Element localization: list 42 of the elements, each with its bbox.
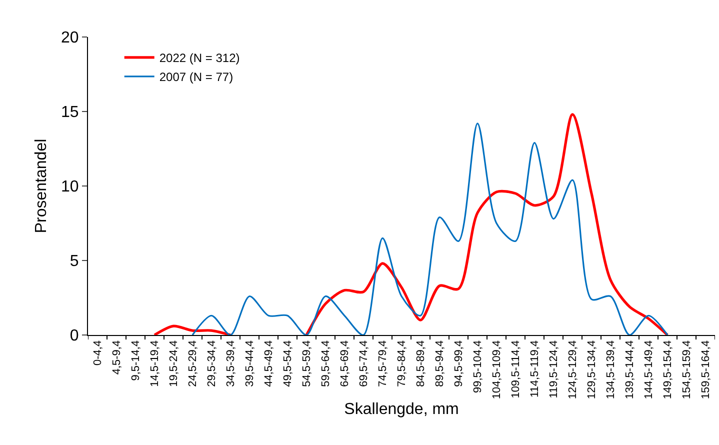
x-tick-label: 54,5-59,4 (301, 340, 314, 387)
x-tick-label: 14,5-19,4 (149, 340, 162, 387)
x-tick-label: 84,5-89,4 (415, 340, 428, 387)
x-tick-label: 0-4,4 (92, 340, 104, 366)
x-tick-label: 24,5-29,4 (187, 340, 200, 387)
x-tick-label: 74,5-79,4 (377, 340, 390, 387)
x-tick-label: 4,5-9,4 (111, 340, 124, 375)
x-tick-label: 44,5-49,4 (263, 340, 276, 387)
x-tick-label: 134,5-139,4 (605, 340, 618, 400)
x-tick-label: 34,5-39,4 (225, 340, 238, 387)
x-tick-label: 159,5-164,4 (700, 340, 712, 400)
x-tick-label: 144,5-149,4 (643, 340, 656, 400)
x-tick-label: 29,5-34,4 (206, 340, 218, 387)
x-tick-label: 109,5-114,4 (510, 340, 522, 398)
x-tick-label: 149,5-154,4 (662, 340, 674, 400)
x-tick-label: 154,5-159,4 (681, 340, 694, 400)
legend-label: 2022 (N = 312) (159, 51, 240, 66)
x-tick-label: 114,5-119,4 (529, 340, 542, 398)
x-tick-label: 89,5-94,4 (434, 340, 446, 387)
x-tick-label: 99,5-104,4 (472, 340, 484, 394)
x-tick-label: 104,5-109,4 (491, 340, 504, 400)
x-tick-label: 39,5-44,4 (244, 340, 256, 387)
y-tick-label: 0 (70, 328, 79, 345)
x-tick-label: 64,5-69,4 (339, 340, 352, 387)
y-axis-title: Prosentandel (33, 138, 50, 234)
x-tick-label: 94,5-99,4 (453, 340, 466, 387)
x-tick-label: 49,5-54,4 (282, 340, 294, 387)
y-tick-label: 20 (61, 30, 79, 47)
y-tick-label: 10 (61, 178, 79, 196)
y-tick-label: 5 (70, 253, 79, 270)
legend-label: 2007 (N = 77) (159, 70, 234, 84)
x-tick-label: 139,5-144,4 (624, 340, 636, 400)
x-tick-label: 19,5-24,4 (168, 340, 180, 387)
y-tick-label: 15 (61, 104, 79, 122)
x-tick-label: 9,5-14,4 (130, 340, 142, 381)
x-tick-label: 59,5-64,4 (320, 340, 332, 387)
x-axis-title: Skallengde, mm (344, 400, 459, 418)
x-tick-label: 79,5-84,4 (396, 340, 408, 387)
x-tick-label: 119,5-124,4 (548, 340, 560, 398)
x-tick-label: 124,5-129,4 (567, 340, 580, 400)
x-tick-label: 129,5-134,4 (586, 340, 598, 400)
x-tick-label: 69,5-74,4 (358, 340, 370, 387)
